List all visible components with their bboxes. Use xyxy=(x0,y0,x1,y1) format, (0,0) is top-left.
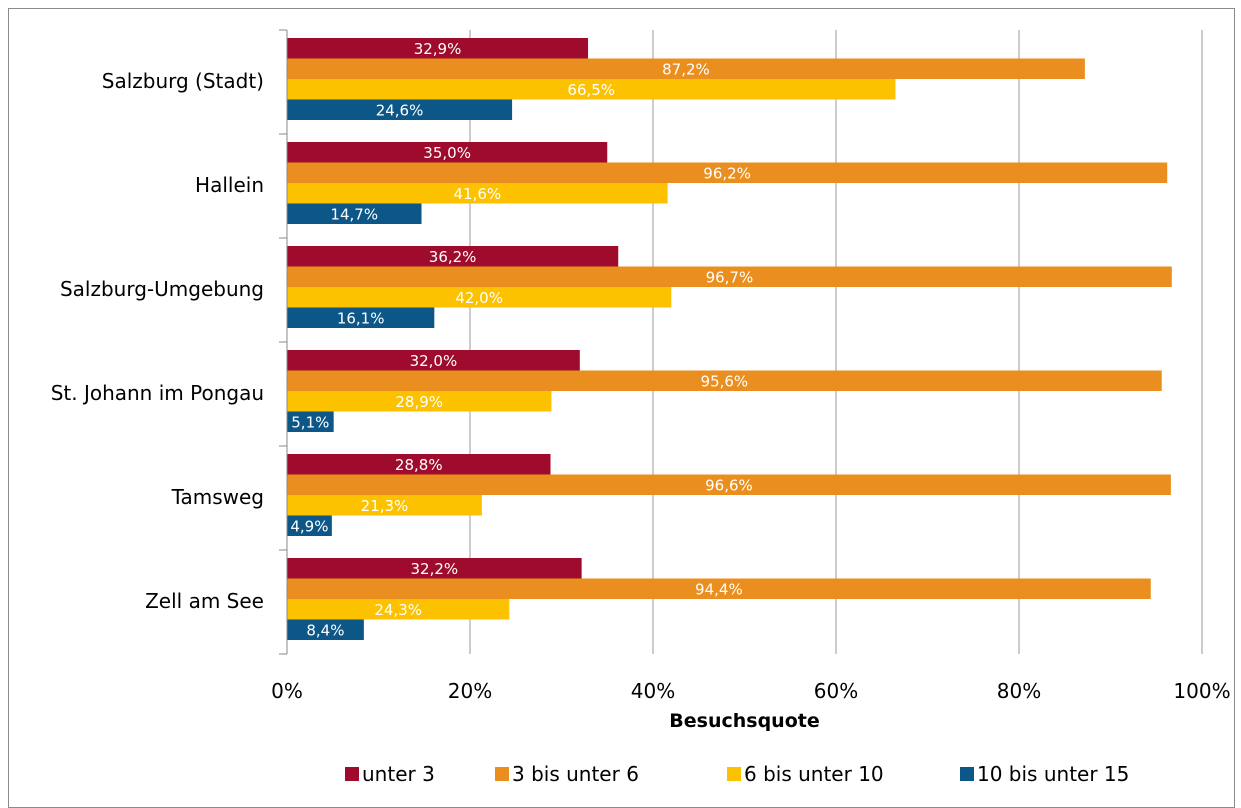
bar-data-label: 41,6% xyxy=(453,185,501,203)
bar xyxy=(287,619,364,640)
bar xyxy=(287,558,582,579)
bar-data-label: 32,9% xyxy=(414,40,462,58)
bar xyxy=(287,79,896,100)
bar-data-label: 28,8% xyxy=(395,456,443,474)
bar xyxy=(287,307,435,328)
category-label: Hallein xyxy=(195,173,264,197)
bar xyxy=(287,287,672,308)
bar-data-label: 95,6% xyxy=(701,372,749,390)
legend-swatch xyxy=(495,767,509,781)
bar-data-label: 96,6% xyxy=(705,476,753,494)
bar-data-label: 4,9% xyxy=(290,517,328,535)
bar-data-label: 35,0% xyxy=(423,144,471,162)
chart-frame xyxy=(8,8,1235,808)
bar-data-label: 96,2% xyxy=(703,164,751,182)
bar-data-label: 8,4% xyxy=(306,621,344,639)
legend-swatch xyxy=(727,767,741,781)
bar xyxy=(287,266,1172,287)
bar xyxy=(287,515,332,536)
legend-label: 3 bis unter 6 xyxy=(512,762,639,786)
bar-data-label: 87,2% xyxy=(662,60,710,78)
bar xyxy=(287,411,334,432)
category-label: Tamsweg xyxy=(171,485,264,509)
bar-data-label: 94,4% xyxy=(695,580,743,598)
bar xyxy=(287,454,551,475)
bar xyxy=(287,38,589,59)
category-label: Zell am See xyxy=(145,589,264,613)
bar-data-label: 5,1% xyxy=(291,413,329,431)
bar xyxy=(287,99,513,120)
bar-data-label: 24,3% xyxy=(374,601,422,619)
legend-label: unter 3 xyxy=(362,762,435,786)
bar xyxy=(287,391,552,412)
x-tick-label: 100% xyxy=(1173,679,1230,703)
bar xyxy=(287,474,1171,495)
bar xyxy=(287,246,619,267)
bar-data-label: 16,1% xyxy=(337,309,385,327)
x-axis-title: Besuchsquote xyxy=(669,710,819,732)
bar-data-label: 21,3% xyxy=(361,497,409,515)
bar xyxy=(287,350,580,371)
bar xyxy=(287,142,608,163)
x-tick-label: 0% xyxy=(271,679,303,703)
bar xyxy=(287,183,668,204)
bar xyxy=(287,370,1162,391)
category-label: St. Johann im Pongau xyxy=(51,381,264,405)
bar xyxy=(287,578,1151,599)
legend-label: 10 bis unter 15 xyxy=(977,762,1129,786)
bar-data-label: 36,2% xyxy=(429,248,477,266)
bar xyxy=(287,599,510,620)
bar-data-label: 28,9% xyxy=(395,393,443,411)
bar-data-label: 96,7% xyxy=(706,268,754,286)
bar xyxy=(287,162,1168,183)
bar-data-label: 42,0% xyxy=(455,289,503,307)
bar-data-label: 24,6% xyxy=(376,101,424,119)
bar-data-label: 32,0% xyxy=(410,352,458,370)
legend-swatch xyxy=(960,767,974,781)
x-tick-label: 40% xyxy=(631,679,675,703)
legend-label: 6 bis unter 10 xyxy=(744,762,884,786)
category-label: Salzburg (Stadt) xyxy=(102,69,264,93)
x-tick-label: 20% xyxy=(448,679,492,703)
x-tick-label: 60% xyxy=(814,679,858,703)
bar xyxy=(287,203,422,224)
x-tick-label: 80% xyxy=(997,679,1041,703)
bar-data-label: 32,2% xyxy=(410,560,458,578)
bar-data-label: 66,5% xyxy=(567,81,615,99)
bar xyxy=(287,58,1085,79)
legend-swatch xyxy=(345,767,359,781)
bar-data-label: 14,7% xyxy=(330,205,378,223)
category-label: Salzburg-Umgebung xyxy=(60,277,264,301)
bar xyxy=(287,495,482,516)
